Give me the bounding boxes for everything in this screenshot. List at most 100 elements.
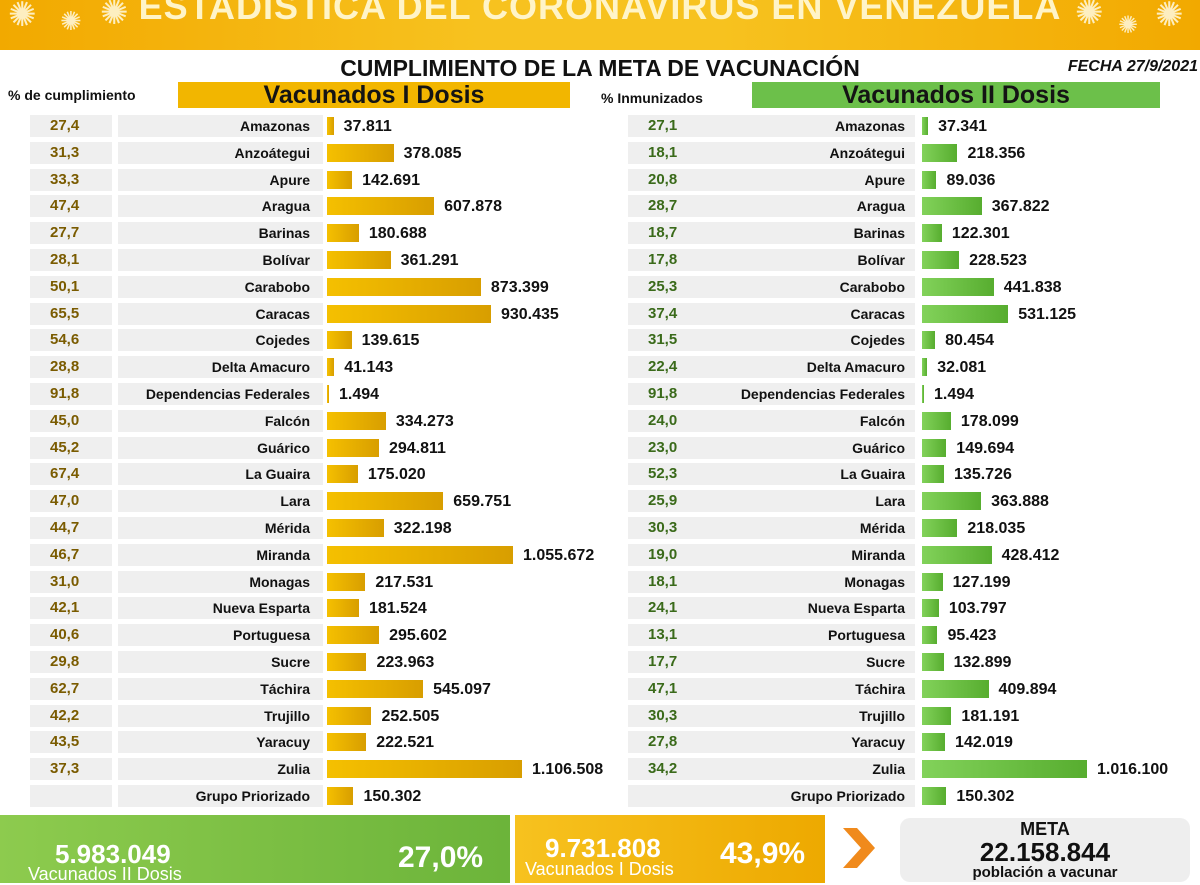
left-category-cell — [118, 651, 323, 673]
right-category-cell — [710, 624, 915, 647]
left-category-cell — [118, 383, 323, 405]
left-percent-cell — [30, 168, 112, 191]
left-percent-label: 27,7 — [50, 224, 80, 242]
right-value-label: 127.199 — [952, 573, 1011, 591]
left-value-label: 252.505 — [381, 707, 440, 725]
right-percent-cell — [628, 302, 710, 325]
left-percent-cell — [30, 543, 112, 566]
report-date: FECHA 27/9/2021 — [1067, 58, 1198, 75]
left-category-cell — [118, 731, 323, 754]
left-bar — [327, 224, 359, 243]
right-category-label: La Guaira — [840, 466, 905, 483]
first-dose-label: Vacunados I Dosis — [525, 859, 674, 879]
right-bar — [922, 117, 929, 135]
left-value-label: 41.143 — [344, 359, 394, 377]
left-bar — [327, 492, 444, 511]
left-percent-label: 42,1 — [50, 599, 80, 617]
left-percent-label: 28,1 — [50, 251, 80, 268]
right-value-label: 149.694 — [956, 439, 1015, 457]
right-value-label: 218.356 — [967, 144, 1026, 162]
left-value-label: 659.751 — [453, 493, 512, 511]
right-bar — [922, 760, 1087, 779]
right-percent-label: 20,8 — [648, 170, 678, 188]
left-category-label: Portuguesa — [232, 627, 310, 644]
left-bar — [327, 545, 514, 564]
left-category-label: Caracas — [255, 305, 311, 322]
right-category-label: Anzoátegui — [829, 144, 905, 161]
right-category-label: Sucre — [866, 654, 905, 670]
left-value-label: 545.097 — [433, 680, 491, 698]
right-percent-label: 37,4 — [648, 304, 678, 322]
right-percent-label: 22,4 — [648, 358, 678, 376]
right-percent-label: 31,5 — [648, 331, 678, 349]
right-category-cell — [710, 436, 915, 459]
left-category-label: Guárico — [257, 439, 310, 456]
left-category-cell — [118, 517, 323, 539]
left-percent-cell — [30, 409, 112, 432]
right-percent-cell — [628, 624, 710, 647]
right-category-cell — [710, 785, 915, 807]
right-percent-label: 18,7 — [648, 224, 678, 242]
right-percent-label: 18,1 — [648, 143, 678, 161]
right-bar — [922, 465, 945, 484]
right-percent-cell — [628, 356, 710, 379]
right-percent-label: 27,1 — [648, 117, 678, 134]
right-category-cell — [710, 249, 915, 271]
left-value-label: 361.291 — [400, 252, 459, 269]
right-category-label: Cojedes — [850, 332, 905, 349]
left-percent-label: 40,6 — [50, 626, 80, 644]
right-percent-cell — [628, 704, 710, 727]
meta-value: 22.158.844 — [979, 837, 1111, 867]
right-percent-cell — [628, 222, 710, 245]
right-value-label: 218.035 — [967, 520, 1026, 537]
right-percent-label: 17,7 — [648, 653, 678, 670]
right-bar — [922, 733, 946, 752]
right-category-label: Caracas — [850, 305, 906, 322]
right-category-label: Trujillo — [859, 707, 905, 724]
left-percent-cell — [30, 731, 112, 754]
left-percent-label: 43,5 — [50, 733, 80, 751]
left-value-label: 181.524 — [368, 600, 427, 618]
left-bar — [327, 733, 367, 752]
right-category-label: Táchira — [855, 680, 905, 697]
right-category-cell — [710, 275, 915, 298]
right-percent-cell — [628, 517, 710, 539]
right-category-label: Miranda — [851, 546, 905, 563]
left-percent-label: 67,4 — [50, 465, 80, 483]
right-percent-cell — [628, 249, 710, 271]
right-category-cell — [710, 141, 915, 164]
virus-icon: ✺ — [1118, 12, 1139, 39]
right-value-label: 228.523 — [969, 252, 1027, 269]
left-bar — [327, 277, 481, 296]
left-percent-label: 42,2 — [50, 706, 80, 724]
left-value-label: 150.302 — [363, 788, 422, 805]
right-percent-cell — [628, 651, 710, 673]
right-category-cell — [710, 302, 915, 325]
left-percent-cell — [30, 517, 112, 539]
right-bar — [922, 653, 944, 671]
right-bar — [922, 599, 939, 618]
left-value-label: 378.085 — [403, 144, 462, 162]
right-bar — [922, 411, 951, 430]
left-bar — [327, 760, 522, 779]
header-banner: ✺ ✺ ✺ ESTADÍSTICA DEL CORONAVIRUS EN VEN… — [0, 0, 1200, 50]
right-percent-cell — [628, 141, 710, 164]
second-dose-label: Vacunados II Dosis — [28, 864, 182, 884]
right-bar — [922, 197, 982, 216]
right-percent-label: 19,0 — [648, 545, 678, 563]
right-value-label: 181.191 — [961, 707, 1020, 725]
left-percent-label: 29,8 — [50, 653, 80, 670]
right-category-cell — [710, 677, 915, 700]
right-bar — [922, 385, 924, 403]
left-percent-label: 31,3 — [50, 143, 80, 161]
right-value-label: 1.016.100 — [1097, 761, 1169, 779]
right-category-cell — [710, 409, 915, 432]
right-percent-label: 23,0 — [648, 438, 678, 456]
left-bar — [327, 679, 424, 698]
left-bar — [327, 599, 359, 618]
right-bar — [922, 572, 943, 591]
meta-label: META — [1020, 819, 1070, 839]
left-bar — [327, 358, 335, 377]
left-percent-cell — [30, 195, 112, 218]
right-value-label: 142.019 — [955, 734, 1013, 752]
